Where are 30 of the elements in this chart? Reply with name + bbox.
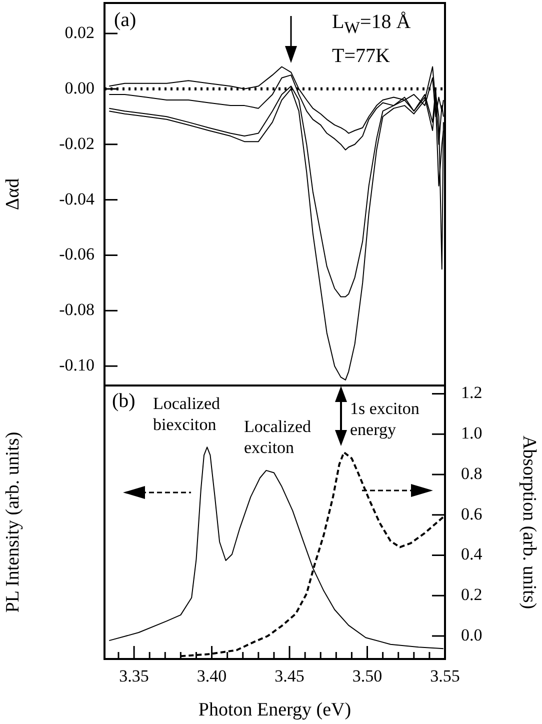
y-axis-title: PL Intensity (arb. units) xyxy=(2,432,24,613)
y2-tick-label: 0.0 xyxy=(461,625,482,644)
y2-tick-label: 0.6 xyxy=(461,504,482,524)
y-tick-label: -0.08 xyxy=(59,300,94,320)
text: (b) xyxy=(112,389,136,414)
y-axis-title: Δαd xyxy=(2,178,24,210)
x-tick-label: 3.40 xyxy=(196,666,227,686)
annotation: T=77K xyxy=(332,44,390,69)
y-tick-label: -0.10 xyxy=(59,356,94,375)
y2-axis-title: Absorption (arb. units) xyxy=(518,435,540,610)
y-tick-label: 0.00 xyxy=(64,78,94,98)
y-tick-label: -0.04 xyxy=(59,189,95,208)
y-tick-label: 0.02 xyxy=(64,22,94,42)
text: Localized biexciton xyxy=(153,393,222,436)
y-tick-label: -0.02 xyxy=(59,134,94,153)
x-axis-title: Photon Energy (eV) xyxy=(198,700,352,721)
x-tick-label: 3.55 xyxy=(430,666,460,686)
y2-tick-label: 0.8 xyxy=(461,464,482,483)
text: 1s exciton energy xyxy=(350,398,420,440)
x-tick-label: 3.45 xyxy=(274,666,304,686)
y2-tick-label: 1.2 xyxy=(461,383,482,402)
annotation: L$_{W}$=18 Å xyxy=(332,10,411,39)
annotation: Localized exciton xyxy=(244,416,312,458)
x-tick-label: 3.50 xyxy=(352,666,382,686)
y2-tick-label: 0.4 xyxy=(461,544,483,564)
y2-tick-label: 0.2 xyxy=(461,585,482,604)
y2-tick-label: 1.0 xyxy=(461,424,482,443)
x-tick-label: 3.35 xyxy=(119,666,149,686)
annotation: (a) xyxy=(114,8,136,33)
y-tick-label: -0.06 xyxy=(59,244,94,264)
